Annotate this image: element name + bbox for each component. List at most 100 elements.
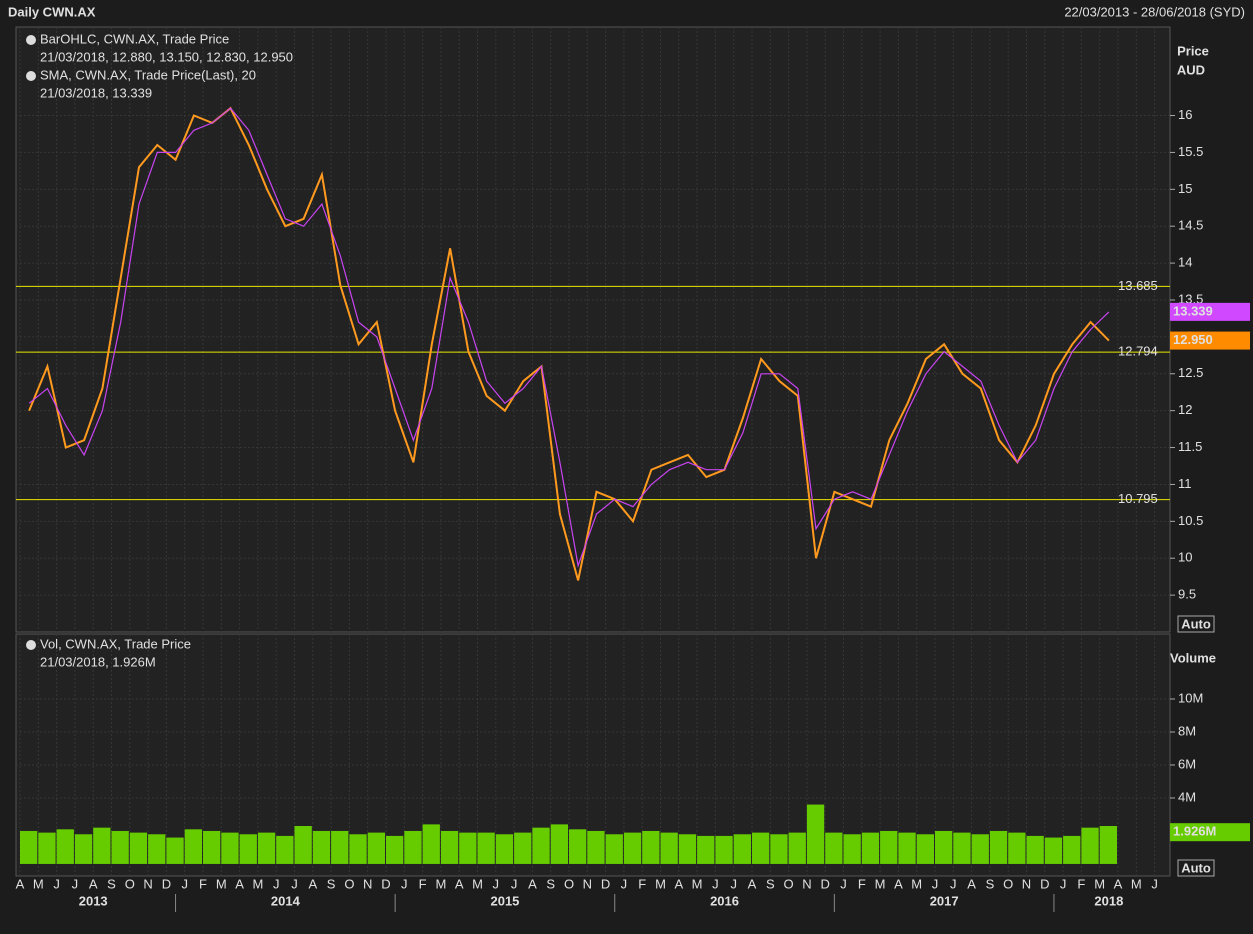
volume-bar — [203, 830, 221, 864]
volume-bar — [678, 834, 697, 864]
x-tick-label: F — [419, 876, 427, 891]
chart-title: Daily CWN.AX — [8, 4, 96, 19]
x-tick-label: M — [655, 876, 666, 891]
x-tick-label: F — [1077, 876, 1085, 891]
legend-icon — [26, 35, 36, 45]
auto-button-label: Auto — [1181, 616, 1211, 631]
x-tick-label: O — [784, 876, 794, 891]
volume-bar — [93, 827, 111, 864]
volume-bar — [989, 830, 1008, 864]
volume-bar — [1099, 826, 1117, 864]
y-tick-label: 13.5 — [1178, 291, 1203, 306]
x-tick-label: A — [894, 876, 903, 891]
legend-name: BarOHLC, CWN.AX, Trade Price — [40, 31, 229, 46]
auto-button — [1177, 615, 1215, 633]
x-tick-label: J — [1151, 876, 1158, 891]
y-axis-unit: AUD — [1177, 62, 1205, 77]
x-tick-label: M — [692, 876, 703, 891]
value-tag-label: 12.950 — [1173, 332, 1213, 347]
volume-bar — [880, 830, 898, 864]
volume-bar — [367, 832, 385, 864]
price-panel — [15, 26, 1171, 633]
x-tick-label: J — [511, 876, 518, 891]
x-tick-label: F — [638, 876, 646, 891]
x-tick-label: J — [950, 876, 957, 891]
x-tick-label: J — [840, 876, 847, 891]
x-tick-label: M — [1094, 876, 1105, 891]
volume-bar — [550, 824, 568, 864]
volume-bar — [148, 834, 166, 864]
x-tick-label: M — [1131, 876, 1142, 891]
volume-bar — [660, 832, 678, 864]
volume-bar — [1081, 827, 1099, 864]
volume-bar — [129, 832, 148, 864]
volume-bar — [111, 830, 129, 864]
value-tag — [1170, 331, 1250, 350]
x-tick-label: A — [455, 876, 464, 891]
legend-detail: 21/03/2018, 12.880, 13.150, 12.830, 12.9… — [40, 49, 293, 64]
volume-bar — [861, 832, 880, 864]
volume-bar — [935, 830, 953, 864]
year-label: 2018 — [1094, 893, 1123, 908]
x-tick-label: A — [674, 876, 683, 891]
x-tick-label: M — [435, 876, 446, 891]
volume-bar — [843, 834, 861, 864]
x-tick-label: S — [546, 876, 555, 891]
x-tick-label: N — [1022, 876, 1031, 891]
y-tick-label: 10 — [1178, 550, 1192, 565]
legend-name: Vol, CWN.AX, Trade Price — [40, 636, 191, 651]
volume-bar — [916, 834, 934, 864]
x-tick-label: M — [875, 876, 886, 891]
x-tick-label: A — [308, 876, 317, 891]
auto-button-label: Auto — [1181, 860, 1211, 875]
x-tick-label: D — [821, 876, 830, 891]
x-tick-label: O — [1003, 876, 1013, 891]
y-tick-label: 16 — [1178, 107, 1192, 122]
volume-bar — [642, 830, 660, 864]
value-tag-label: 1.926M — [1173, 824, 1216, 839]
x-tick-label: J — [273, 876, 280, 891]
level-label: 12.794 — [1118, 344, 1158, 359]
volume-bar — [294, 826, 312, 864]
x-tick-label: D — [601, 876, 610, 891]
date-range: 22/03/2013 - 28/06/2018 (SYD) — [1064, 4, 1245, 19]
y-tick-label: 14 — [1178, 255, 1192, 270]
x-tick-label: N — [143, 876, 152, 891]
auto-button — [1177, 859, 1215, 877]
volume-bar — [569, 829, 587, 864]
x-tick-label: J — [493, 876, 500, 891]
y-tick-label: 6M — [1178, 756, 1196, 771]
volume-bar — [697, 835, 715, 864]
volume-bar — [38, 832, 56, 864]
y-tick-label: 10.5 — [1178, 513, 1203, 528]
volume-bar — [806, 804, 825, 864]
y-tick-label: 15 — [1178, 181, 1192, 196]
value-tag — [1170, 302, 1250, 321]
year-label: 2014 — [271, 893, 301, 908]
x-tick-label: M — [33, 876, 44, 891]
year-label: 2013 — [79, 893, 108, 908]
x-tick-label: A — [1114, 876, 1123, 891]
volume-bar — [1026, 835, 1044, 864]
series-line — [28, 106, 1110, 581]
volume-bar — [605, 834, 623, 864]
x-tick-label: M — [911, 876, 922, 891]
x-tick-label: O — [125, 876, 135, 891]
volume-bar — [1008, 832, 1026, 864]
x-tick-label: J — [1060, 876, 1067, 891]
x-tick-label: J — [401, 876, 408, 891]
x-tick-label: M — [216, 876, 227, 891]
x-tick-label: J — [72, 876, 79, 891]
volume-bar — [20, 830, 38, 864]
volume-bar — [898, 832, 916, 864]
volume-bar — [166, 837, 184, 864]
x-tick-label: N — [363, 876, 372, 891]
x-tick-label: J — [291, 876, 298, 891]
level-label: 13.685 — [1118, 278, 1158, 293]
x-tick-label: D — [1040, 876, 1049, 891]
y-tick-label: 11.5 — [1178, 439, 1202, 454]
y-tick-label: 10M — [1178, 690, 1203, 705]
volume-bar — [440, 830, 459, 864]
y-tick-label: 11 — [1178, 476, 1192, 491]
